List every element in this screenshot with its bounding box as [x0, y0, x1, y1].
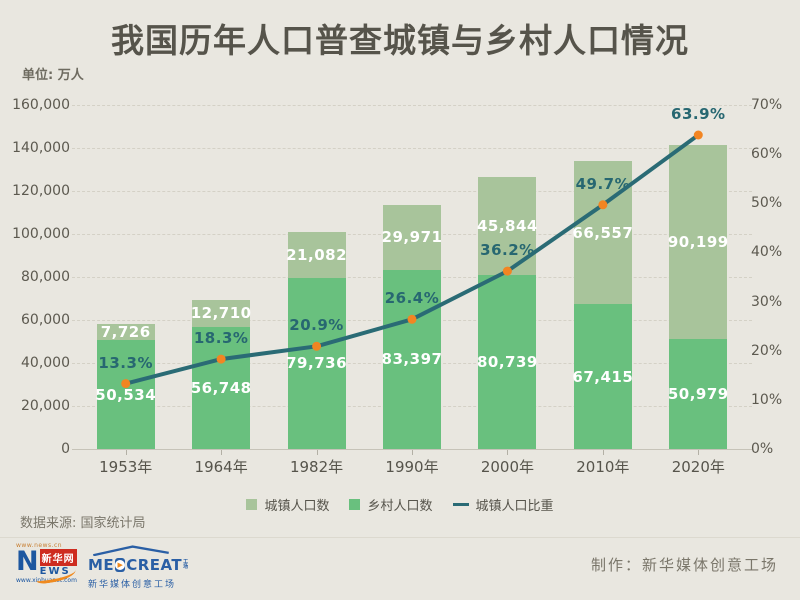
ratio-value-label: 26.4%: [384, 289, 440, 308]
x-axis-label: 2020年: [671, 458, 725, 476]
rural-value-label: 83,397: [381, 350, 443, 369]
xinhuanet-logo-mark: N 新华网 EWS: [16, 546, 86, 585]
xinhuanet-letter-n: N: [16, 546, 39, 577]
x-axis-tick: [602, 450, 604, 455]
ratio-value-label: 20.9%: [289, 316, 344, 335]
x-axis-tick: [316, 450, 318, 455]
rural-value-label: 67,415: [572, 367, 634, 386]
urban-value-label: 7,726: [100, 323, 151, 342]
credit-label: 制作：新华媒体创意工场: [590, 556, 778, 574]
legend-item: 城镇人口数: [246, 495, 329, 514]
right-axis-tick-label: 0%: [751, 441, 774, 457]
medcreate-subtitle: 新华媒体创意工场: [88, 580, 177, 590]
rural-value-label: 80,739: [476, 353, 538, 372]
rural-value-label: 56,748: [190, 378, 252, 397]
left-axis-tick-label: 160,000: [12, 97, 70, 113]
right-axis-tick-label: 20%: [751, 342, 783, 359]
x-axis-tick: [698, 450, 700, 455]
right-axis-tick-label: 40%: [751, 244, 783, 261]
xinhuanet-brand-box: 新华网: [39, 549, 77, 566]
ratio-value-label: 18.3%: [193, 329, 249, 348]
urban-value-label: 29,971: [381, 228, 443, 247]
left-axis-tick-label: 0: [61, 441, 70, 457]
legend-label: 城镇人口数: [264, 499, 330, 514]
xinhuanet-letters-ews: EWS: [39, 566, 71, 577]
x-axis-label: 2010年: [576, 458, 630, 476]
ratio-value-label: 13.3%: [98, 353, 153, 372]
left-axis-tick-label: 100,000: [12, 226, 70, 242]
legend-label: 乡村人口数: [367, 499, 433, 514]
urban-value-label: 66,557: [572, 223, 634, 242]
legend-swatch-square-icon: [349, 499, 361, 510]
medcreate-play-icon: ▶: [115, 558, 126, 572]
rural-value-label: 79,736: [286, 354, 348, 373]
chart-legend: 城镇人口数 乡村人口数 城镇人口比重: [0, 495, 800, 514]
xinhuanet-top-url: www.news.cn: [16, 542, 63, 549]
x-axis-tick: [412, 450, 413, 455]
gridline: [72, 148, 752, 149]
left-axis-tick-label: 120,000: [12, 183, 70, 199]
rural-value-label: 50,979: [667, 385, 729, 404]
legend-swatch-line-icon: [452, 503, 469, 506]
ratio-value-label: 49.7%: [575, 174, 631, 193]
xinhuanet-bottom-url: www.xinhuanet.com: [16, 577, 77, 584]
x-axis-tick: [507, 450, 509, 455]
x-axis-tick: [221, 450, 223, 455]
medcreate-wordmark-left: ME: [88, 556, 115, 574]
legend-label: 城镇人口比重: [475, 499, 554, 514]
legend-item: 城镇人口比重: [452, 495, 554, 514]
x-axis-line: [72, 449, 752, 450]
urban-value-label: 45,844: [476, 217, 538, 236]
footer-divider: [0, 537, 800, 538]
gridline: [72, 105, 752, 106]
xinhuanet-logo: www.news.cn N 新华网 EWS www.xinhuanet.com: [16, 542, 86, 585]
right-axis-tick-label: 10%: [751, 391, 783, 408]
data-source-label: 数据来源: 国家统计局: [20, 516, 146, 531]
right-axis-tick-label: 70%: [751, 97, 783, 113]
legend-swatch-square-icon: [246, 499, 258, 510]
unit-label: 单位: 万人: [22, 68, 84, 83]
x-axis-label: 1953年: [99, 458, 153, 476]
x-axis-label: 2000年: [480, 458, 535, 476]
urban-value-label: 90,199: [667, 233, 729, 252]
x-axis-tick: [125, 450, 127, 455]
left-axis-tick-label: 140,000: [12, 140, 70, 156]
x-axis-label: 1964年: [194, 458, 248, 476]
legend-item: 乡村人口数: [349, 495, 433, 514]
ratio-value-label: 63.9%: [671, 104, 726, 123]
medcreate-wordmark: ME ▶ CREAT 工场: [88, 556, 188, 574]
right-axis-tick-label: 30%: [751, 293, 783, 310]
left-axis-tick-label: 40,000: [21, 355, 70, 371]
rural-value-label: 50,534: [95, 385, 157, 404]
urban-value-label: 21,082: [286, 245, 348, 264]
medcreate-roof-icon: [93, 545, 169, 556]
urban-value-label: 12,710: [190, 304, 252, 323]
x-axis-label: 1982年: [289, 458, 344, 476]
ratio-value-label: 36.2%: [480, 241, 535, 260]
x-axis-label: 1990年: [385, 458, 439, 476]
medcreate-wordmark-right: CREAT: [126, 556, 183, 574]
medcreate-wordmark-suffix: 工场: [183, 559, 189, 570]
left-axis-tick-label: 80,000: [21, 269, 70, 285]
right-axis-tick-label: 50%: [751, 195, 783, 212]
page-title: 我国历年人口普查城镇与乡村人口情况: [111, 21, 689, 60]
left-axis-tick-label: 20,000: [21, 398, 70, 414]
right-axis-tick-label: 60%: [751, 146, 783, 163]
left-axis-tick-label: 60,000: [21, 312, 70, 328]
gridline: [72, 191, 752, 192]
medcreate-logo: ME ▶ CREAT 工场 新华媒体创意工场: [88, 545, 188, 590]
